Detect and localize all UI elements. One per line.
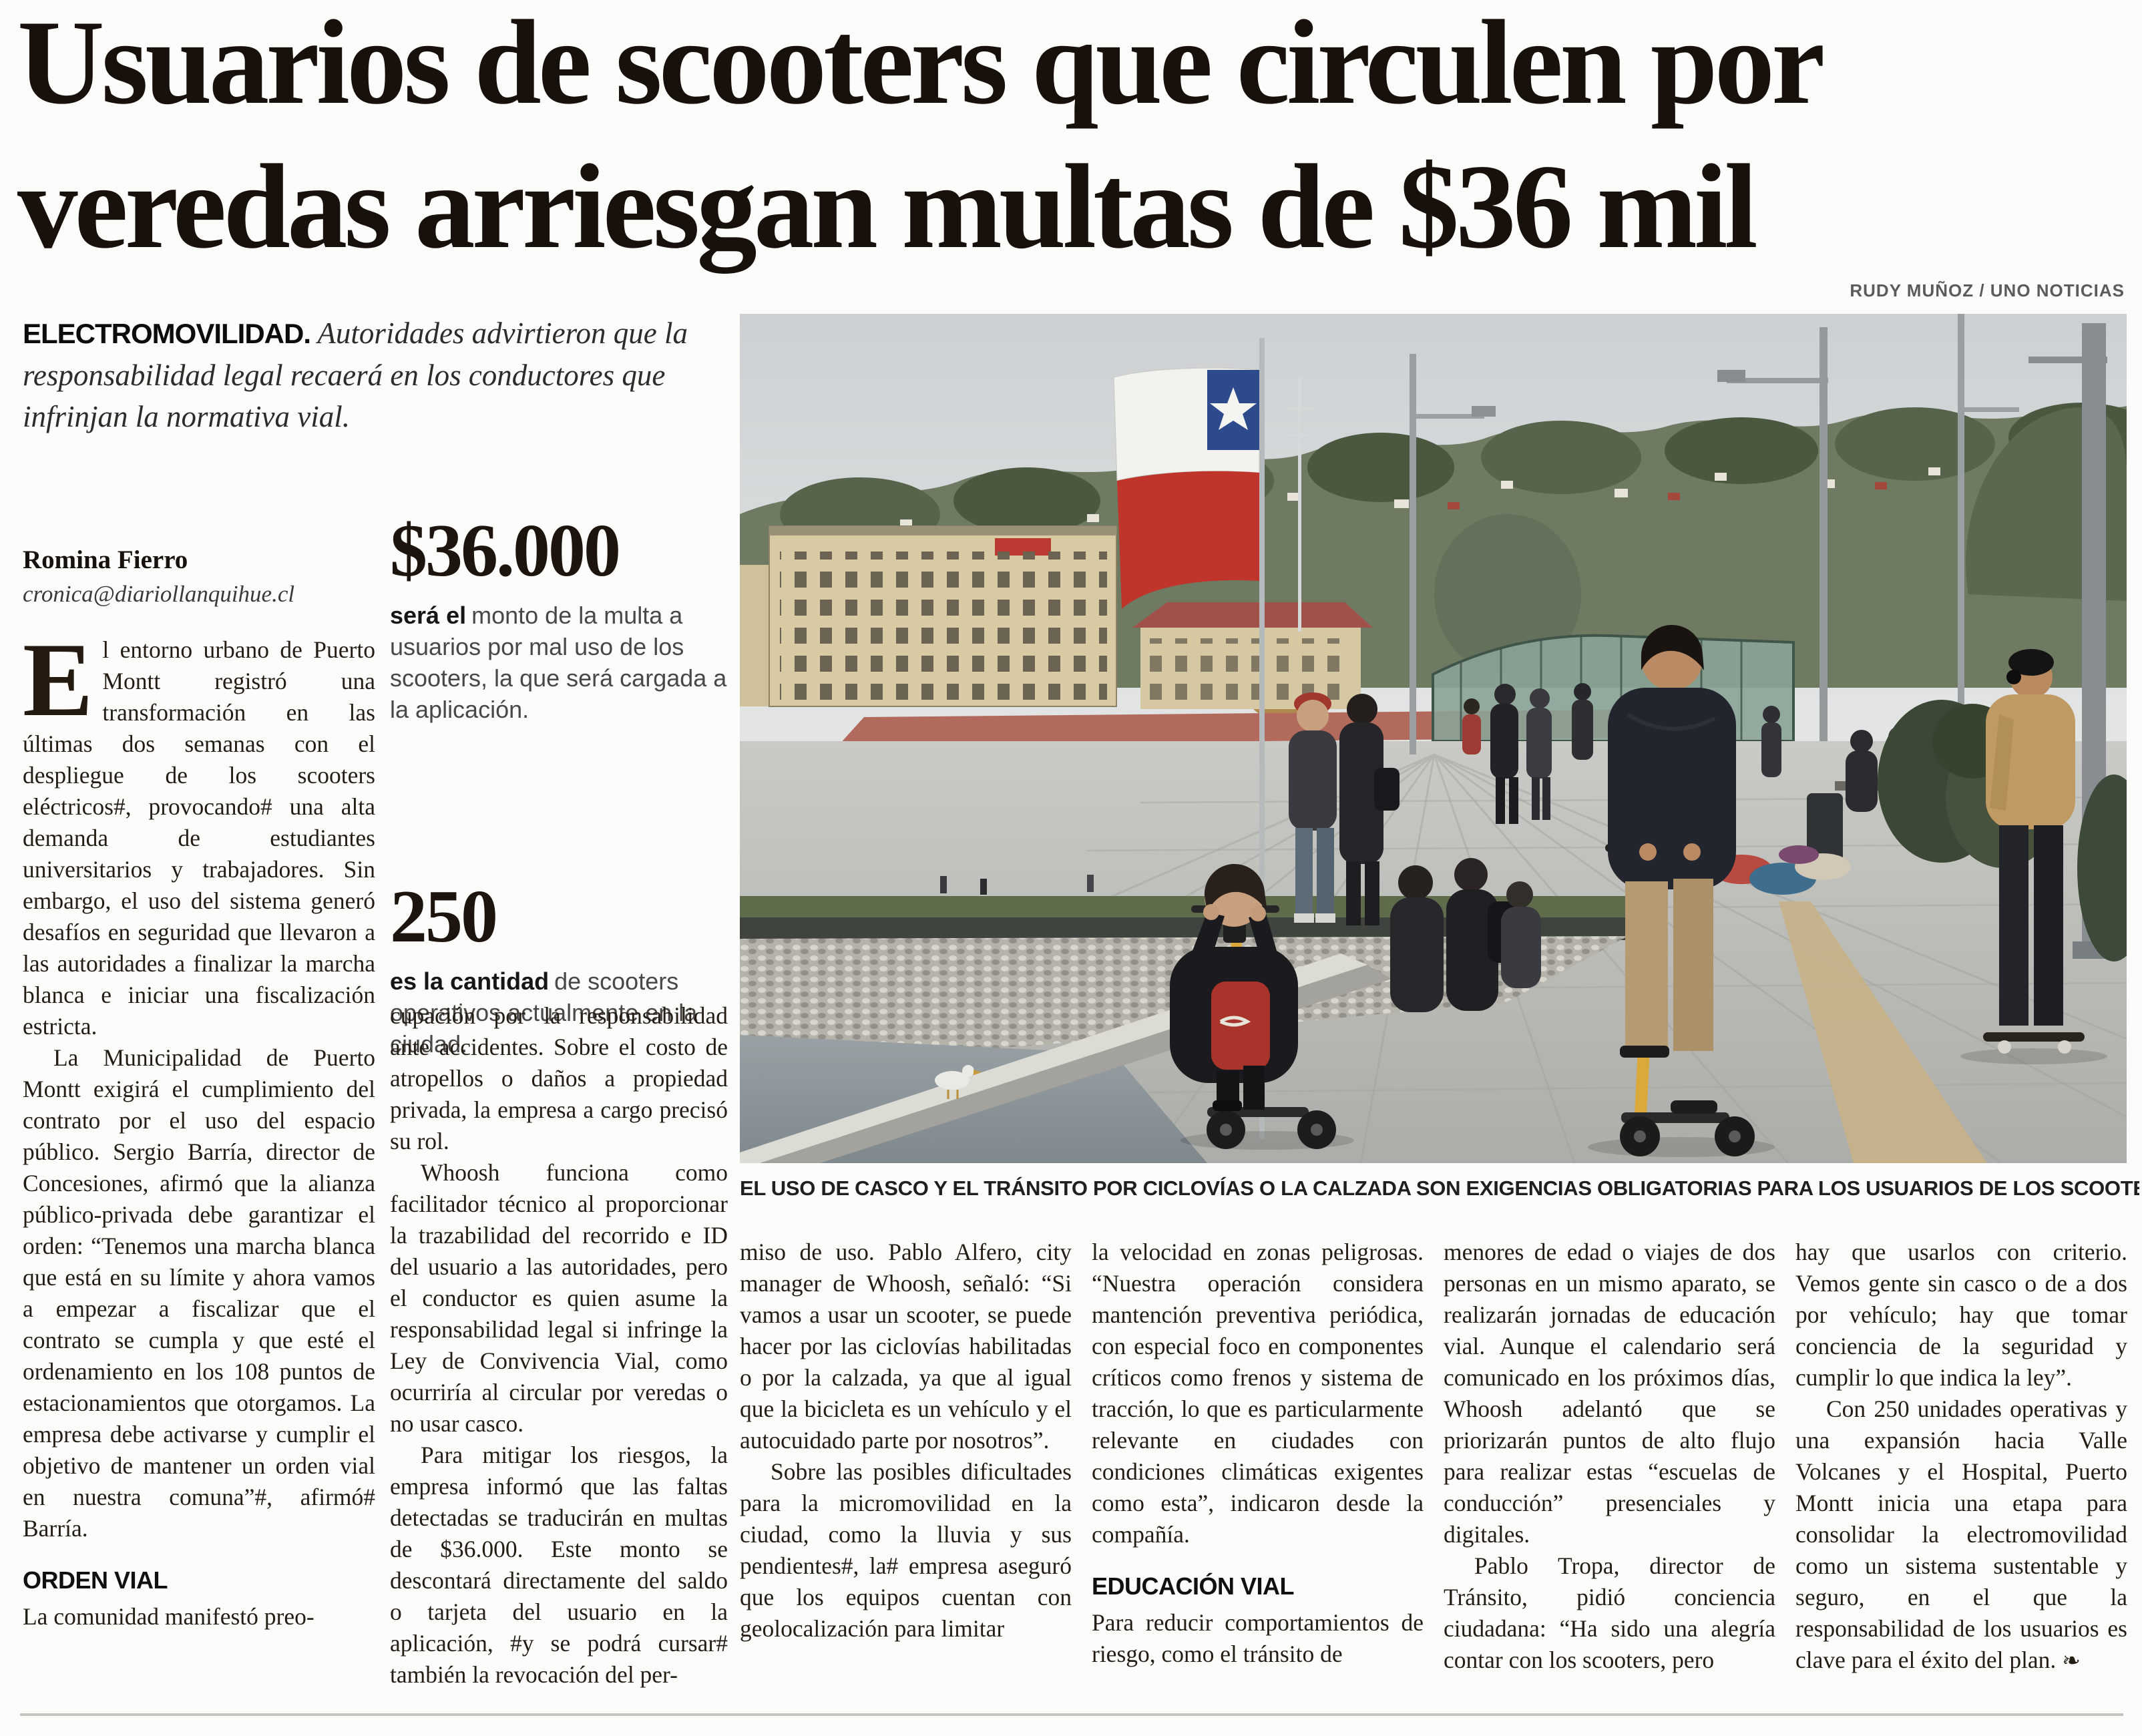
antenna-mast — [1286, 378, 1314, 632]
page-bottom-rule — [20, 1713, 2123, 1716]
street-lamp — [1717, 327, 1828, 741]
paragraph: La comunidad manifestó preo- — [23, 1603, 314, 1630]
paragraph: cupación por la responsabilidad ante acc… — [390, 1002, 728, 1154]
body-column-6: hay que usarlos con criterio. Vemos gent… — [1795, 1237, 2127, 1724]
body-column-4: la velocidad en zonas peligrosas. “Nuest… — [1092, 1237, 1424, 1724]
article-photo — [740, 314, 2127, 1163]
paragraph-text: Con 250 unidades operativas y una expans… — [1795, 1395, 2127, 1673]
paragraph: La Municipalidad de Puerto Montt exigirá… — [23, 1044, 375, 1542]
companion-dark-coat — [1339, 694, 1400, 925]
scooter-rider-woman — [1170, 863, 1354, 1150]
tree-center — [1434, 514, 1581, 674]
kicker-label: ELECTROMOVILIDAD. — [23, 318, 311, 349]
stats-block: $36.000 será el monto de la multa a usuar… — [390, 510, 728, 1060]
stat-text: de scooters operativos actualmente en la… — [390, 967, 698, 1058]
paragraph: El entorno urbano de Puerto Montt regist… — [23, 622, 375, 1040]
hotel-building — [740, 525, 1117, 707]
paragraph: Con 250 unidades operativas y una expans… — [1795, 1393, 2127, 1676]
stat-text: monto de la multa a usuarios por mal uso… — [390, 602, 727, 723]
photo-credit: RUDY MUÑOZ / UNO NOTICIAS — [1850, 280, 2125, 300]
background-pedestrians — [940, 683, 1781, 895]
tactile-paving-strip — [1779, 901, 1987, 1163]
body-column-2: cupación por la responsabilidad ante acc… — [390, 1000, 728, 1715]
subhead-educacion-vial: EDUCACIÓN VIAL — [1092, 1572, 1295, 1600]
byline-email: cronica@diariollanquihue.cl — [23, 581, 295, 607]
stat-lead: será el — [390, 602, 467, 629]
subhead-orden-vial: ORDEN VIAL — [23, 1566, 168, 1594]
kicker-text: Autoridades advirtieron que la responsab… — [23, 316, 688, 433]
body-column-5: menores de edad o viajes de dos personas… — [1444, 1237, 1775, 1724]
paragraph-text: hay que usarlos con criterio. Vemos gent… — [1795, 1239, 2127, 1391]
byline-name: Romina Fierro — [23, 546, 188, 574]
chile-flag-icon — [1113, 367, 1260, 609]
stat-scooter-count: 250 es la cantidad de scooters operativos… — [390, 876, 728, 1060]
body-column-1: El entorno urbano de Puerto Montt regist… — [23, 622, 375, 1709]
paragraph: la velocidad en zonas peligrosas. “Nuest… — [1092, 1239, 1424, 1548]
stat-number: 250 — [390, 875, 498, 958]
flagpole — [1259, 338, 1265, 1139]
photo-caption: EL USO DE CASCO Y EL TRÁNSITO POR CICLOV… — [740, 1176, 2139, 1200]
stat-description: es la cantidad de scooters operativos act… — [390, 965, 728, 1060]
seagull-icon — [935, 1065, 982, 1099]
article-headline: Usuarios de scooters que circulen por ve… — [17, 0, 2127, 279]
body-column-3: miso de uso. Pablo Alfero, city manager … — [740, 1237, 1072, 1724]
paragraph: hay que usarlos con criterio. Vemos gent… — [1795, 1237, 2127, 1393]
stat-fine-amount: $36.000 será el monto de la multa a usuar… — [390, 510, 728, 725]
headline-line1: Usuarios de scooters que circulen por — [17, 0, 1825, 130]
paragraph: Para mitigar los riesgos, la empresa inf… — [390, 1442, 728, 1688]
street-lamp — [1410, 354, 1496, 754]
paragraph: Para reducir comportamientos de riesgo, … — [1092, 1609, 1424, 1667]
paragraph: Sobre las posibles dificultades para la … — [740, 1458, 1072, 1642]
street-lamp — [1958, 314, 2019, 714]
article-end-mark: ❧ — [2062, 1647, 2081, 1673]
headline-line2: veredas arriesgan multas de $36 mil — [17, 140, 1758, 274]
stat-description: será el monto de la multa a usuarios por … — [390, 600, 728, 725]
stat-number: $36.000 — [390, 509, 621, 592]
scooter-rider-man — [1588, 624, 1775, 1157]
sitting-people-ledge — [1390, 858, 1541, 1012]
paragraph: menores de edad o viajes de dos personas… — [1444, 1239, 1775, 1548]
mid-building — [1132, 602, 1373, 709]
paragraph: Pablo Tropa, director de Tránsito, pidió… — [1444, 1552, 1775, 1673]
article-kicker: ELECTROMOVILIDAD. Autoridades advirtiero… — [23, 312, 704, 437]
companion-red-beanie — [1289, 692, 1337, 923]
paragraph: Whoosh funciona como facilitador técnico… — [390, 1159, 728, 1437]
stat-lead: es la cantidad — [390, 967, 550, 995]
skateboarder — [1960, 649, 2107, 1064]
paragraph: miso de uso. Pablo Alfero, city manager … — [740, 1239, 1072, 1454]
photo-illustration — [740, 314, 2127, 1163]
